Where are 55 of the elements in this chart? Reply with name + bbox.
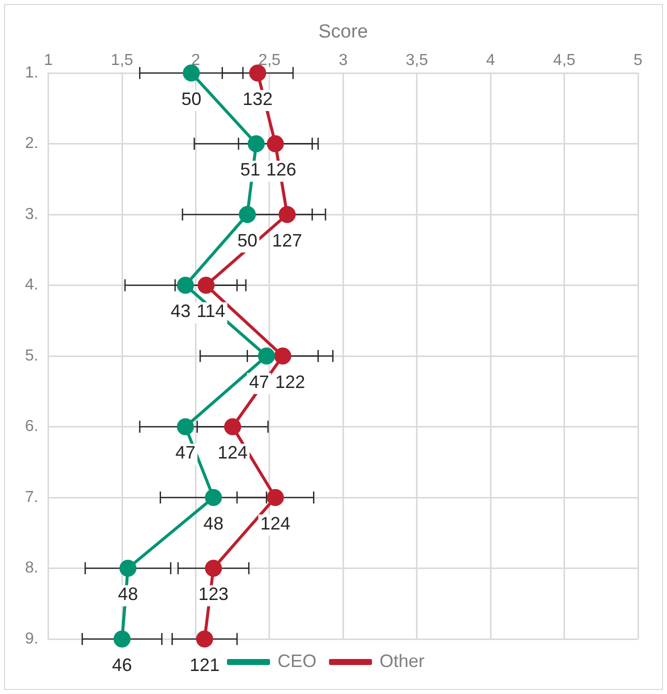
x-tick-label: 5 bbox=[634, 52, 643, 69]
annotation: 126 bbox=[266, 160, 296, 180]
y-tick-label: 3. bbox=[25, 206, 38, 223]
annotation: 132 bbox=[242, 88, 273, 109]
annotation: 50 bbox=[181, 88, 202, 109]
point bbox=[248, 135, 265, 152]
annotation: 123 bbox=[198, 584, 228, 604]
x-tick-label: 3 bbox=[338, 52, 348, 69]
point bbox=[176, 418, 194, 436]
y-tick-label: 2. bbox=[25, 135, 38, 152]
point bbox=[274, 348, 292, 364]
point bbox=[176, 276, 194, 294]
y-tick-label: 7. bbox=[25, 488, 38, 506]
x-tick-label: 4 bbox=[486, 52, 496, 69]
y-tick-label: 9. bbox=[25, 630, 38, 648]
annotation: 127 bbox=[272, 230, 302, 250]
point bbox=[119, 560, 136, 577]
point bbox=[258, 348, 276, 364]
x-tick-label: 1 bbox=[44, 52, 53, 69]
point bbox=[196, 630, 214, 648]
annotation: 48 bbox=[203, 513, 224, 534]
point bbox=[198, 276, 215, 294]
point bbox=[278, 206, 296, 223]
x-axis-title: Score bbox=[318, 22, 368, 43]
annotation: 121 bbox=[190, 654, 220, 675]
point bbox=[238, 206, 256, 223]
legend-label: Other bbox=[379, 650, 425, 671]
annotation: 114 bbox=[196, 301, 226, 322]
annotation: 47 bbox=[249, 372, 270, 392]
y-tick-label: 8. bbox=[25, 560, 38, 577]
annotation: 50 bbox=[237, 230, 258, 250]
x-tick-label: 2,5 bbox=[258, 52, 281, 69]
point bbox=[114, 630, 131, 648]
point bbox=[204, 489, 222, 506]
annotation: 46 bbox=[112, 654, 132, 675]
y-tick-label: 4. bbox=[25, 276, 38, 294]
annotation: 124 bbox=[260, 513, 290, 534]
x-tick-label: 3,5 bbox=[406, 52, 428, 69]
point bbox=[266, 489, 284, 506]
point bbox=[224, 418, 242, 436]
legend-label: CEO bbox=[277, 650, 317, 671]
point bbox=[266, 135, 284, 152]
annotation: 47 bbox=[175, 442, 196, 463]
annotation: 51 bbox=[240, 160, 260, 180]
point bbox=[204, 560, 222, 577]
annotation: 124 bbox=[218, 442, 248, 463]
y-tick-label: 5. bbox=[25, 347, 38, 364]
annotation: 122 bbox=[275, 372, 306, 392]
x-tick-label: 4,5 bbox=[553, 52, 576, 69]
x-tick-label: 1,5 bbox=[110, 52, 134, 69]
y-tick-label: 1. bbox=[25, 64, 38, 82]
x-tick-label: 2 bbox=[191, 52, 200, 69]
annotation: 48 bbox=[118, 584, 138, 604]
y-tick-label: 6. bbox=[25, 418, 38, 436]
annotation: 43 bbox=[170, 301, 191, 322]
